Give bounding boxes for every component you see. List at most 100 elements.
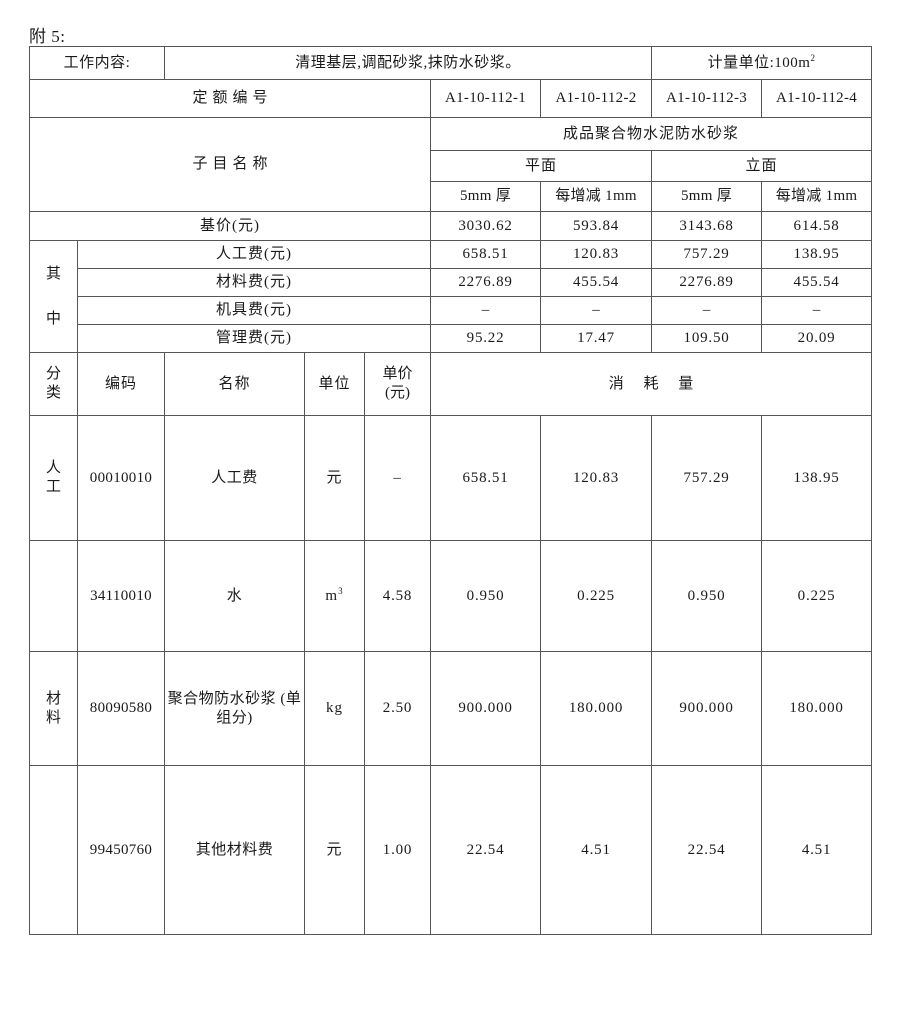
consumption-water-value-3: 0.950	[651, 540, 763, 652]
measure-unit-note: 计量单位:100m2	[651, 46, 873, 80]
consumption-code-mortar: 80090580	[76, 651, 166, 766]
cost-material-value-3: 2276.89	[651, 268, 763, 297]
consumption-water-value-4: 0.225	[761, 540, 873, 652]
consumption-category-labor: 人 工	[29, 415, 78, 541]
cost-material-value-4: 455.54	[761, 268, 873, 297]
subitem-thickness-1: 5mm 厚	[430, 181, 542, 212]
consumption-unitprice-mortar: 2.50	[364, 651, 432, 766]
subitem-group-row: 平面 立面	[30, 150, 873, 182]
column-header-unit-price: 单价 (元)	[364, 352, 432, 416]
cost-row-labor: 其 中 人工费(元) 658.51 120.83 757.29 138.95	[29, 240, 873, 353]
consumption-unitprice-water: 4.58	[364, 540, 432, 652]
column-header-name: 名称	[164, 352, 306, 416]
consumption-other-value-3: 22.54	[651, 765, 763, 935]
subitem-group-elevation: 立面	[651, 150, 873, 182]
quota-table: 工作内容: 清理基层,调配砂浆,抹防水砂浆。 计量单位:100m2 定额编号 A…	[28, 46, 873, 935]
quota-number-label: 定额编号	[28, 79, 432, 118]
cost-machinery-value-1: –	[430, 296, 542, 325]
work-content-label: 工作内容:	[28, 46, 166, 80]
quota-number-2: A1-10-112-2	[540, 79, 653, 118]
quota-number-row: 定额编号 A1-10-112-1 A1-10-112-2 A1-10-112-3…	[28, 79, 873, 118]
consumption-labor-value-1: 658.51	[430, 415, 542, 541]
cost-label-management: 管理费(元)	[76, 324, 432, 353]
consumption-name-water: 水	[164, 540, 306, 652]
subitem-thickness-4: 每增减 1mm	[761, 181, 873, 212]
column-header-category-char-2: 类	[45, 385, 61, 401]
column-header-category-char-1: 分	[45, 366, 61, 383]
cost-row-material: 材料费(元) 2276.89 455.54 2276.89 455.54	[30, 268, 873, 297]
consumption-other-value-4: 4.51	[761, 765, 873, 935]
attachment-label: 附 5:	[29, 27, 66, 46]
subitem-thickness-row: 5mm 厚 每增减 1mm 5mm 厚 每增减 1mm	[30, 181, 873, 212]
consumption-category-water	[29, 540, 78, 652]
consumption-unit-labor: 元	[304, 415, 366, 541]
cost-management-value-2: 17.47	[540, 324, 653, 353]
among-label-char-1: 其	[45, 265, 61, 282]
cost-material-value-1: 2276.89	[430, 268, 542, 297]
column-header-code: 编码	[76, 352, 166, 416]
consumption-row-other: 99450760 其他材料费 元 1.00 22.54 4.51 22.54 4…	[29, 765, 873, 935]
consumption-name-other-line1: 其他材料费	[195, 841, 274, 858]
consumption-row-mortar: 材 料 80090580 聚合物防水砂浆 (单组分) kg 2.50 900.0…	[29, 651, 873, 766]
consumption-unitprice-labor: –	[364, 415, 432, 541]
consumption-category-other	[29, 765, 78, 935]
cost-label-machinery: 机具费(元)	[76, 296, 432, 325]
consumption-mortar-value-4: 180.000	[761, 651, 873, 766]
consumption-labor-value-2: 120.83	[540, 415, 653, 541]
subitem-thickness-3: 5mm 厚	[651, 181, 763, 212]
quota-number-4: A1-10-112-4	[761, 79, 873, 118]
consumption-mortar-value-2: 180.000	[540, 651, 653, 766]
cost-material-value-2: 455.54	[540, 268, 653, 297]
among-label-char-2: 中	[45, 310, 61, 327]
consumption-unit-other: 元	[304, 765, 366, 935]
cost-row-machinery: 机具费(元) – – – –	[30, 296, 873, 325]
consumption-row-labor: 人 工 00010010 人工费 元 – 658.51 120.83 757.2…	[29, 415, 873, 541]
consumption-code-labor: 00010010	[76, 415, 166, 541]
consumption-water-value-1: 0.950	[430, 540, 542, 652]
consumption-name-mortar-line1: 聚合物防水砂浆	[167, 690, 277, 707]
consumption-name-mortar-line2: (单组分)	[216, 690, 302, 726]
consumption-unit-water: m3	[304, 540, 366, 652]
consumption-name-other: 其他材料费	[164, 765, 306, 935]
consumption-category-labor-char-2: 工	[45, 479, 61, 495]
consumption-code-water: 34110010	[76, 540, 166, 652]
consumption-category-labor-char-1: 人	[45, 460, 61, 477]
cost-management-value-3: 109.50	[651, 324, 763, 353]
cost-machinery-value-3: –	[651, 296, 763, 325]
cost-row-management: 管理费(元) 95.22 17.47 109.50 20.09	[30, 324, 873, 353]
base-price-value-3: 3143.68	[651, 211, 763, 241]
measure-unit-label: 计量单位:	[707, 54, 775, 71]
consumption-header-row: 分 类 编码 名称 单位 单价 (元) 消 耗 量	[29, 352, 873, 416]
consumption-row-water: 34110010 水 m3 4.58 0.950 0.225 0.950 0.2…	[29, 540, 873, 652]
cost-labor-value-1: 658.51	[430, 240, 542, 269]
subitem-thickness-2: 每增减 1mm	[540, 181, 653, 212]
column-header-category: 分 类	[29, 352, 78, 416]
cost-labor-value-2: 120.83	[540, 240, 653, 269]
consumption-labor-value-4: 138.95	[761, 415, 873, 541]
base-price-value-2: 593.84	[540, 211, 653, 241]
consumption-water-value-2: 0.225	[540, 540, 653, 652]
consumption-category-mortar-char-2: 料	[45, 709, 61, 726]
measure-unit-value: 100m	[774, 54, 811, 71]
quota-number-1: A1-10-112-1	[430, 79, 542, 118]
consumption-category-mortar: 材 料	[29, 651, 78, 766]
quota-number-3: A1-10-112-3	[651, 79, 763, 118]
consumption-unit-water-base: m	[325, 587, 339, 604]
consumption-unitprice-other: 1.00	[364, 765, 432, 935]
consumption-name-labor: 人工费	[164, 415, 306, 541]
among-label: 其 中	[29, 240, 78, 353]
base-price-label: 基价(元)	[28, 211, 432, 241]
cost-management-value-4: 20.09	[761, 324, 873, 353]
consumption-other-value-1: 22.54	[430, 765, 542, 935]
consumption-mortar-value-1: 900.000	[430, 651, 542, 766]
cost-label-labor: 人工费(元)	[76, 240, 432, 269]
consumption-code-other: 99450760	[76, 765, 166, 935]
base-price-row: 基价(元) 3030.62 593.84 3143.68 614.58	[28, 211, 873, 241]
consumption-name-water-line1: 水	[226, 587, 243, 604]
consumption-labor-value-3: 757.29	[651, 415, 763, 541]
subitem-material: 成品聚合物水泥防水砂浆	[430, 117, 873, 151]
cost-machinery-value-2: –	[540, 296, 653, 325]
consumption-category-mortar-char-1: 材	[45, 690, 61, 707]
consumption-mortar-value-3: 900.000	[651, 651, 763, 766]
